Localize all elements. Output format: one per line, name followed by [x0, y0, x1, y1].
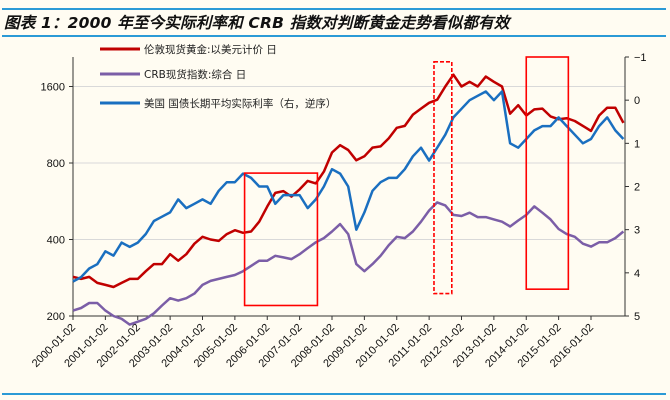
legend-label-0: 伦敦现货黄金:以美元计价 日	[144, 43, 277, 56]
series-line-0	[72, 73, 625, 289]
right-axis-tick-label: 3	[634, 225, 640, 237]
left-axis-tick-label: 200	[47, 311, 65, 323]
series-line-2	[72, 90, 625, 283]
highlight-box-1	[433, 61, 453, 295]
highlight-box-2	[525, 56, 570, 290]
right-axis-tick-label: 4	[634, 268, 640, 280]
series-line-1	[72, 201, 625, 326]
left-axis-tick-label: 400	[47, 234, 65, 246]
legend-label-1: CRB现货指数:综合 日	[144, 68, 246, 81]
chart-title: 图表 1：2000 年至今实际利率和 CRB 指数对判断黄金走势看似都有效	[4, 14, 510, 32]
title-bottom-rule	[2, 35, 666, 37]
right-axis-tick-label: −1	[634, 52, 647, 64]
right-axis-tick-label: 0	[634, 95, 640, 107]
right-axis-tick-label: 1	[634, 138, 640, 150]
legend-label-2: 美国 国债长期平均实际利率（右，逆序）	[144, 97, 336, 110]
right-axis-tick-label: 2	[634, 182, 640, 194]
left-axis-tick-label: 800	[47, 158, 65, 170]
highlight-box-0	[243, 172, 319, 307]
title-top-rule	[2, 8, 666, 10]
right-axis-tick-label: 5	[634, 311, 640, 323]
footer-rule	[2, 393, 666, 395]
left-axis-tick-label: 1600	[41, 81, 65, 93]
